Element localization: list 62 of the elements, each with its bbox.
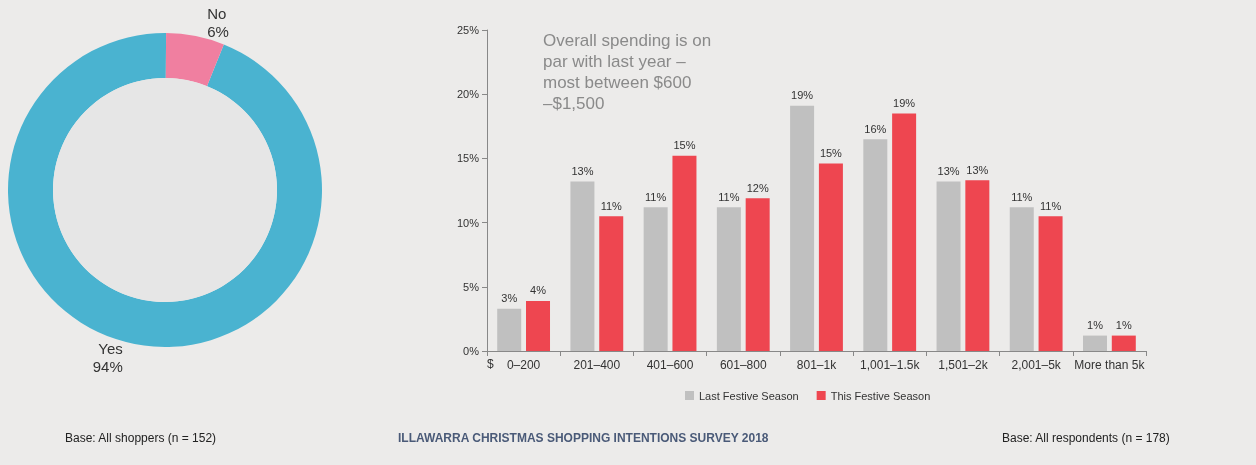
data-label: 11%	[718, 190, 740, 203]
data-label: 11%	[600, 199, 623, 212]
bar	[497, 308, 522, 351]
bar	[790, 105, 815, 351]
bar	[745, 198, 770, 351]
bar	[599, 216, 624, 351]
bar	[965, 180, 990, 351]
bar	[1038, 216, 1063, 351]
data-label: 11%	[645, 190, 667, 203]
data-label: 16%	[864, 122, 887, 135]
data-label: 13%	[966, 163, 989, 176]
y-tick-label: 10%	[456, 216, 480, 229]
bar	[643, 207, 668, 351]
x-tick-label: 801–1k	[796, 358, 838, 372]
data-label: 19%	[791, 89, 814, 102]
y-tick-label: 20%	[456, 88, 480, 101]
slice-label: No	[207, 4, 227, 22]
data-label: 12%	[746, 181, 769, 194]
bar	[716, 207, 741, 351]
text: Base: All respondents (n = 178)	[1002, 431, 1170, 445]
text: Base: All shoppers (n = 152)	[65, 431, 217, 445]
bar	[672, 155, 697, 351]
data-label: 15%	[673, 139, 696, 152]
data-label: 13%	[937, 165, 960, 178]
bar	[818, 163, 843, 351]
legend-label: Last Festive Season	[699, 389, 799, 402]
y-tick-label: 25%	[456, 24, 480, 36]
data-label: 11%	[1011, 190, 1033, 203]
x-tick-label: 1,001–1.5k	[860, 358, 921, 372]
bar	[936, 181, 961, 351]
y-tick-label: 5%	[463, 280, 480, 293]
x-tick-label: 2,001–5k	[1011, 358, 1062, 372]
data-label: 19%	[893, 96, 916, 109]
data-label: 6%	[207, 22, 229, 40]
x-tick-label: 201–400	[573, 358, 621, 372]
bar	[526, 300, 551, 351]
text: ILLAWARRA CHRISTMAS SHOPPING INTENTIONS SURVEY 2018	[398, 431, 769, 445]
slice-label: Yes	[98, 340, 123, 358]
text: $	[487, 357, 494, 371]
y-tick-label: 0%	[463, 345, 480, 357]
x-tick-label: 401–600	[646, 358, 694, 372]
legend-label: This Festive Season	[830, 389, 931, 402]
data-label: 1%	[1115, 319, 1132, 332]
x-tick-label: 601–800	[719, 358, 767, 372]
data-label: 4%	[530, 284, 547, 297]
data-label: 11%	[1039, 199, 1062, 212]
bar	[1111, 335, 1136, 351]
bar	[570, 181, 595, 351]
y-tick-label: 15%	[456, 152, 480, 165]
x-tick-label: 1,501–2k	[938, 358, 989, 372]
bar	[1009, 207, 1034, 351]
data-label: 15%	[819, 147, 843, 160]
data-label: 3%	[501, 292, 518, 305]
x-tick-label: 0–200	[506, 358, 541, 372]
bar	[863, 139, 888, 351]
x-tick-label: More than 5k	[1074, 358, 1146, 372]
annotation: Overall spending is on par with last year – most between $600 –$1,500	[543, 31, 716, 113]
data-label: 1%	[1087, 319, 1104, 332]
bar	[892, 113, 917, 351]
bar	[1082, 335, 1107, 351]
data-label: 94%	[92, 358, 123, 376]
data-label: 13%	[571, 165, 594, 178]
